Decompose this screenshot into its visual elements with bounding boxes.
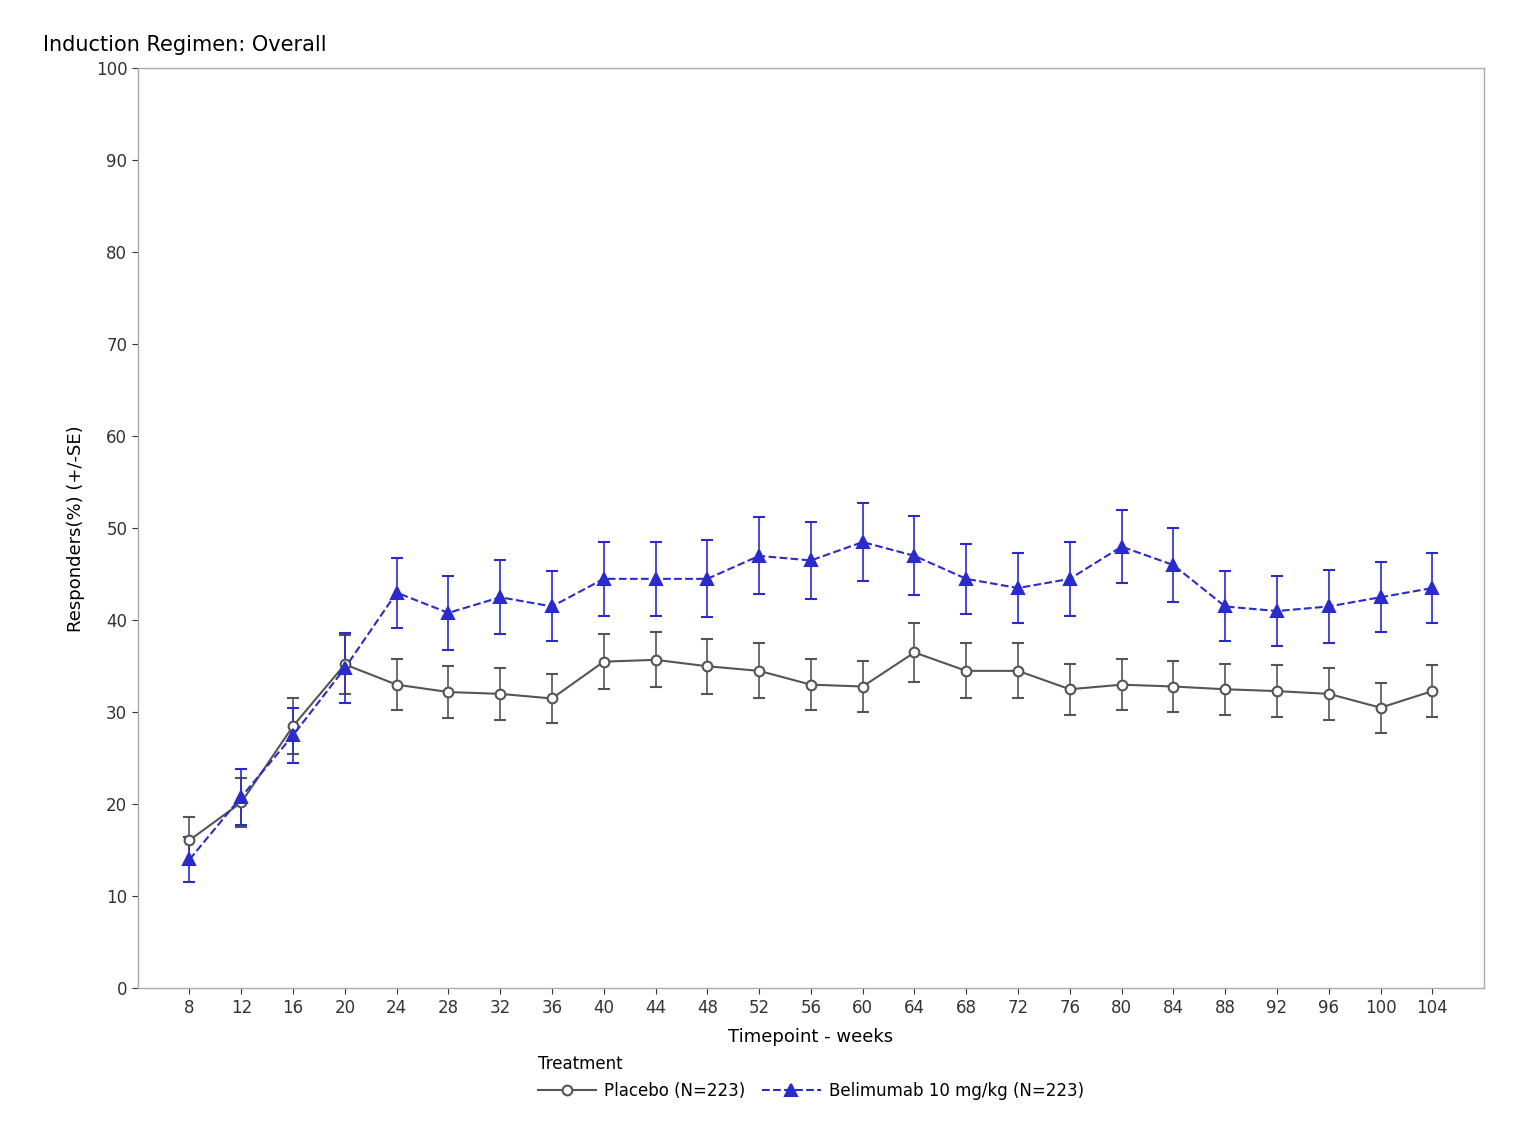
Legend: Placebo (N=223), Belimumab 10 mg/kg (N=223): Placebo (N=223), Belimumab 10 mg/kg (N=2… — [537, 1055, 1085, 1100]
Y-axis label: Responders(%) (+/-SE): Responders(%) (+/-SE) — [66, 425, 84, 632]
Text: Induction Regimen: Overall: Induction Regimen: Overall — [43, 35, 327, 56]
X-axis label: Timepoint - weeks: Timepoint - weeks — [728, 1028, 894, 1046]
